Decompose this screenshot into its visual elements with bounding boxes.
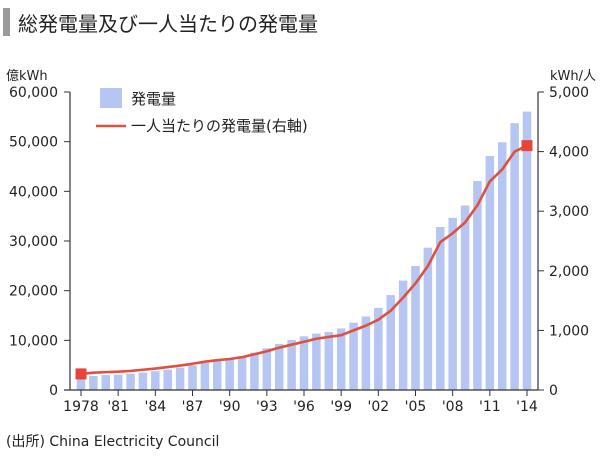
right-tick-label: 1,000: [549, 323, 589, 339]
right-tick-label: 3,000: [549, 204, 589, 220]
bar-1992: [250, 352, 259, 390]
legend-bar-swatch: [100, 88, 122, 108]
left-axis-unit-label: 億kWh: [6, 68, 48, 84]
line-series: [75, 140, 533, 380]
x-tick-label: '84: [144, 399, 166, 415]
title-marker-block: [3, 8, 10, 36]
bar-1994: [274, 343, 284, 390]
legend-bar-label: 発電量: [131, 90, 176, 108]
right-tick-label: 2,000: [549, 264, 589, 280]
bar-2004: [398, 280, 408, 390]
bar-2007: [436, 227, 445, 390]
left-tick-label: 40,000: [9, 184, 58, 200]
bar-2001: [361, 316, 371, 390]
bar-1993: [262, 348, 272, 390]
bar-2003: [386, 295, 395, 390]
bar-1990: [225, 359, 234, 390]
bar-2013: [510, 123, 519, 390]
left-tick-label: 50,000: [9, 135, 58, 151]
x-tick-label: '02: [367, 399, 389, 415]
bar-1989: [213, 360, 222, 390]
bar-1999: [336, 328, 346, 390]
left-axis-ticks: 0 10,000 20,000 30,000 40,000 50,000 60,000: [9, 85, 70, 399]
bar-1995: [287, 339, 296, 390]
page-title: 総発電量及び一人当たりの発電量: [18, 12, 318, 36]
x-axis-ticks: 1978 '81 '84 '87 '90 '93 '96 '99 '02 '05 '08 '11 '14: [63, 390, 538, 415]
bar-2011: [485, 155, 495, 390]
bar-2005: [411, 265, 420, 390]
right-tick-label: 4,000: [549, 145, 589, 161]
x-tick-label: '99: [330, 399, 352, 415]
x-tick-label: '14: [516, 399, 538, 415]
bar-1982: [126, 373, 135, 390]
x-tick-label: '05: [405, 399, 427, 415]
left-tick-label: 30,000: [9, 234, 58, 250]
bar-1983: [138, 372, 148, 390]
x-tick-label: '93: [256, 399, 278, 415]
x-tick-label: '96: [293, 399, 315, 415]
line-marker-1978: [75, 368, 87, 380]
bar-1998: [324, 332, 334, 390]
left-tick-label: 10,000: [9, 333, 58, 349]
bar-2000: [349, 322, 358, 390]
per-capita-line: [79, 144, 529, 376]
left-tick-label: 60,000: [9, 85, 58, 101]
bar-1980: [101, 375, 111, 390]
right-axis-ticks: 0 1,000 2,000 3,000 4,000 5,000: [538, 85, 589, 399]
left-tick-label: 0: [49, 383, 58, 399]
right-axis-unit-label: kWh/人: [550, 69, 596, 84]
bar-2010: [473, 181, 482, 390]
legend: 発電量 一人当たりの発電量(右軸): [96, 88, 308, 135]
right-tick-label: 0: [549, 383, 558, 399]
bar-1981: [113, 374, 123, 390]
bar-1987: [188, 365, 197, 390]
bar-1979: [89, 375, 98, 390]
bar-2008: [448, 217, 457, 390]
bar-1991: [237, 356, 247, 390]
x-tick-label: '90: [219, 399, 241, 415]
bar-1984: [151, 371, 160, 390]
source-note: (出所) China Electricity Council: [6, 434, 219, 450]
x-tick-label: '81: [107, 399, 129, 415]
bar-1988: [200, 362, 210, 390]
bar-1996: [299, 336, 309, 390]
left-tick-label: 20,000: [9, 284, 58, 300]
right-tick-label: 5,000: [549, 85, 589, 101]
legend-line-label: 一人当たりの発電量(右軸): [131, 117, 308, 135]
x-tick-label: '11: [479, 399, 501, 415]
line-marker-2014: [521, 140, 533, 152]
bar-1985: [163, 369, 172, 390]
bar-2014: [522, 111, 532, 390]
bar-1986: [175, 367, 185, 390]
bar-1978: [76, 377, 86, 390]
bar-series: [76, 111, 532, 390]
x-tick-label: 1978: [63, 399, 99, 415]
x-tick-label: '08: [442, 399, 464, 415]
bar-2006: [423, 247, 433, 390]
bar-2002: [374, 307, 383, 390]
x-tick-label: '87: [182, 399, 204, 415]
bar-2012: [497, 142, 507, 390]
bar-2009: [460, 205, 470, 390]
bar-1997: [312, 333, 321, 390]
